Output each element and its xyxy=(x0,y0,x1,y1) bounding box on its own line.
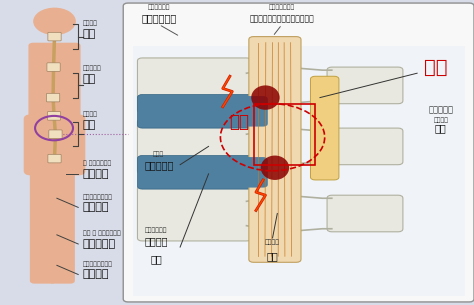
Text: 靭帯: 靭帯 xyxy=(435,123,447,133)
FancyBboxPatch shape xyxy=(327,195,403,232)
FancyBboxPatch shape xyxy=(239,157,268,188)
FancyBboxPatch shape xyxy=(48,32,61,41)
Text: 脊柱管（神経が通っている管）: 脊柱管（神経が通っている管） xyxy=(250,14,314,23)
Text: 背骨のずれ: 背骨のずれ xyxy=(144,160,173,170)
Text: ついかんばん: ついかんばん xyxy=(147,5,170,10)
Text: ようつい: ようつい xyxy=(83,112,98,117)
FancyBboxPatch shape xyxy=(49,130,62,138)
Text: 神経: 神経 xyxy=(267,251,278,261)
Text: 椎間板の: 椎間板の xyxy=(145,236,168,246)
FancyBboxPatch shape xyxy=(24,114,85,175)
FancyBboxPatch shape xyxy=(49,162,75,284)
Text: 総腓骨神経: 総腓骨神経 xyxy=(83,239,116,249)
FancyBboxPatch shape xyxy=(137,156,256,189)
Text: 大腿神経: 大腿神経 xyxy=(83,203,109,212)
FancyBboxPatch shape xyxy=(137,58,251,113)
Text: きょうつい: きょうつい xyxy=(83,66,102,71)
FancyBboxPatch shape xyxy=(47,63,60,71)
FancyBboxPatch shape xyxy=(249,37,301,262)
FancyBboxPatch shape xyxy=(327,67,403,104)
FancyBboxPatch shape xyxy=(123,3,474,302)
Text: 厚くなった: 厚くなった xyxy=(428,106,453,115)
Text: じんたい: じんたい xyxy=(433,117,448,123)
FancyBboxPatch shape xyxy=(137,95,256,128)
Text: せきちゅうかん: せきちゅうかん xyxy=(269,5,295,10)
Text: けいつい: けいつい xyxy=(83,20,98,26)
Text: 腰椎: 腰椎 xyxy=(83,120,96,130)
FancyBboxPatch shape xyxy=(137,186,251,241)
Text: 圧迫: 圧迫 xyxy=(229,113,249,131)
Text: ついかんばん: ついかんばん xyxy=(145,227,168,233)
FancyBboxPatch shape xyxy=(47,112,61,120)
FancyBboxPatch shape xyxy=(239,96,268,127)
Text: 胸椎: 胸椎 xyxy=(83,74,96,84)
FancyBboxPatch shape xyxy=(46,93,60,102)
FancyBboxPatch shape xyxy=(137,119,251,174)
Text: しんけい: しんけい xyxy=(265,239,280,245)
Text: 頸骨神経: 頸骨神経 xyxy=(83,270,109,279)
Circle shape xyxy=(33,8,76,35)
Text: だいたいしんけい: だいたいしんけい xyxy=(83,194,113,199)
Text: 坐骨神経: 坐骨神経 xyxy=(83,169,109,179)
Text: 炎症: 炎症 xyxy=(424,58,448,77)
FancyBboxPatch shape xyxy=(133,46,465,296)
Text: けいこつしんけい: けいこつしんけい xyxy=(83,261,113,267)
Ellipse shape xyxy=(251,85,280,110)
FancyBboxPatch shape xyxy=(327,128,403,165)
FancyBboxPatch shape xyxy=(30,162,56,284)
Text: そう ひ こつしんけい: そう ひ こつしんけい xyxy=(83,231,121,236)
FancyBboxPatch shape xyxy=(28,43,81,125)
Text: 頸椎: 頸椎 xyxy=(83,29,96,38)
Text: ざ こつしんけい: ざ こつしんけい xyxy=(83,160,111,166)
FancyBboxPatch shape xyxy=(310,76,339,180)
Ellipse shape xyxy=(261,156,289,180)
Text: 劣化: 劣化 xyxy=(151,254,162,264)
FancyBboxPatch shape xyxy=(48,154,61,163)
Text: せぼね: せぼね xyxy=(153,151,164,156)
Text: 椎間板の膨隆: 椎間板の膨隆 xyxy=(141,13,176,23)
